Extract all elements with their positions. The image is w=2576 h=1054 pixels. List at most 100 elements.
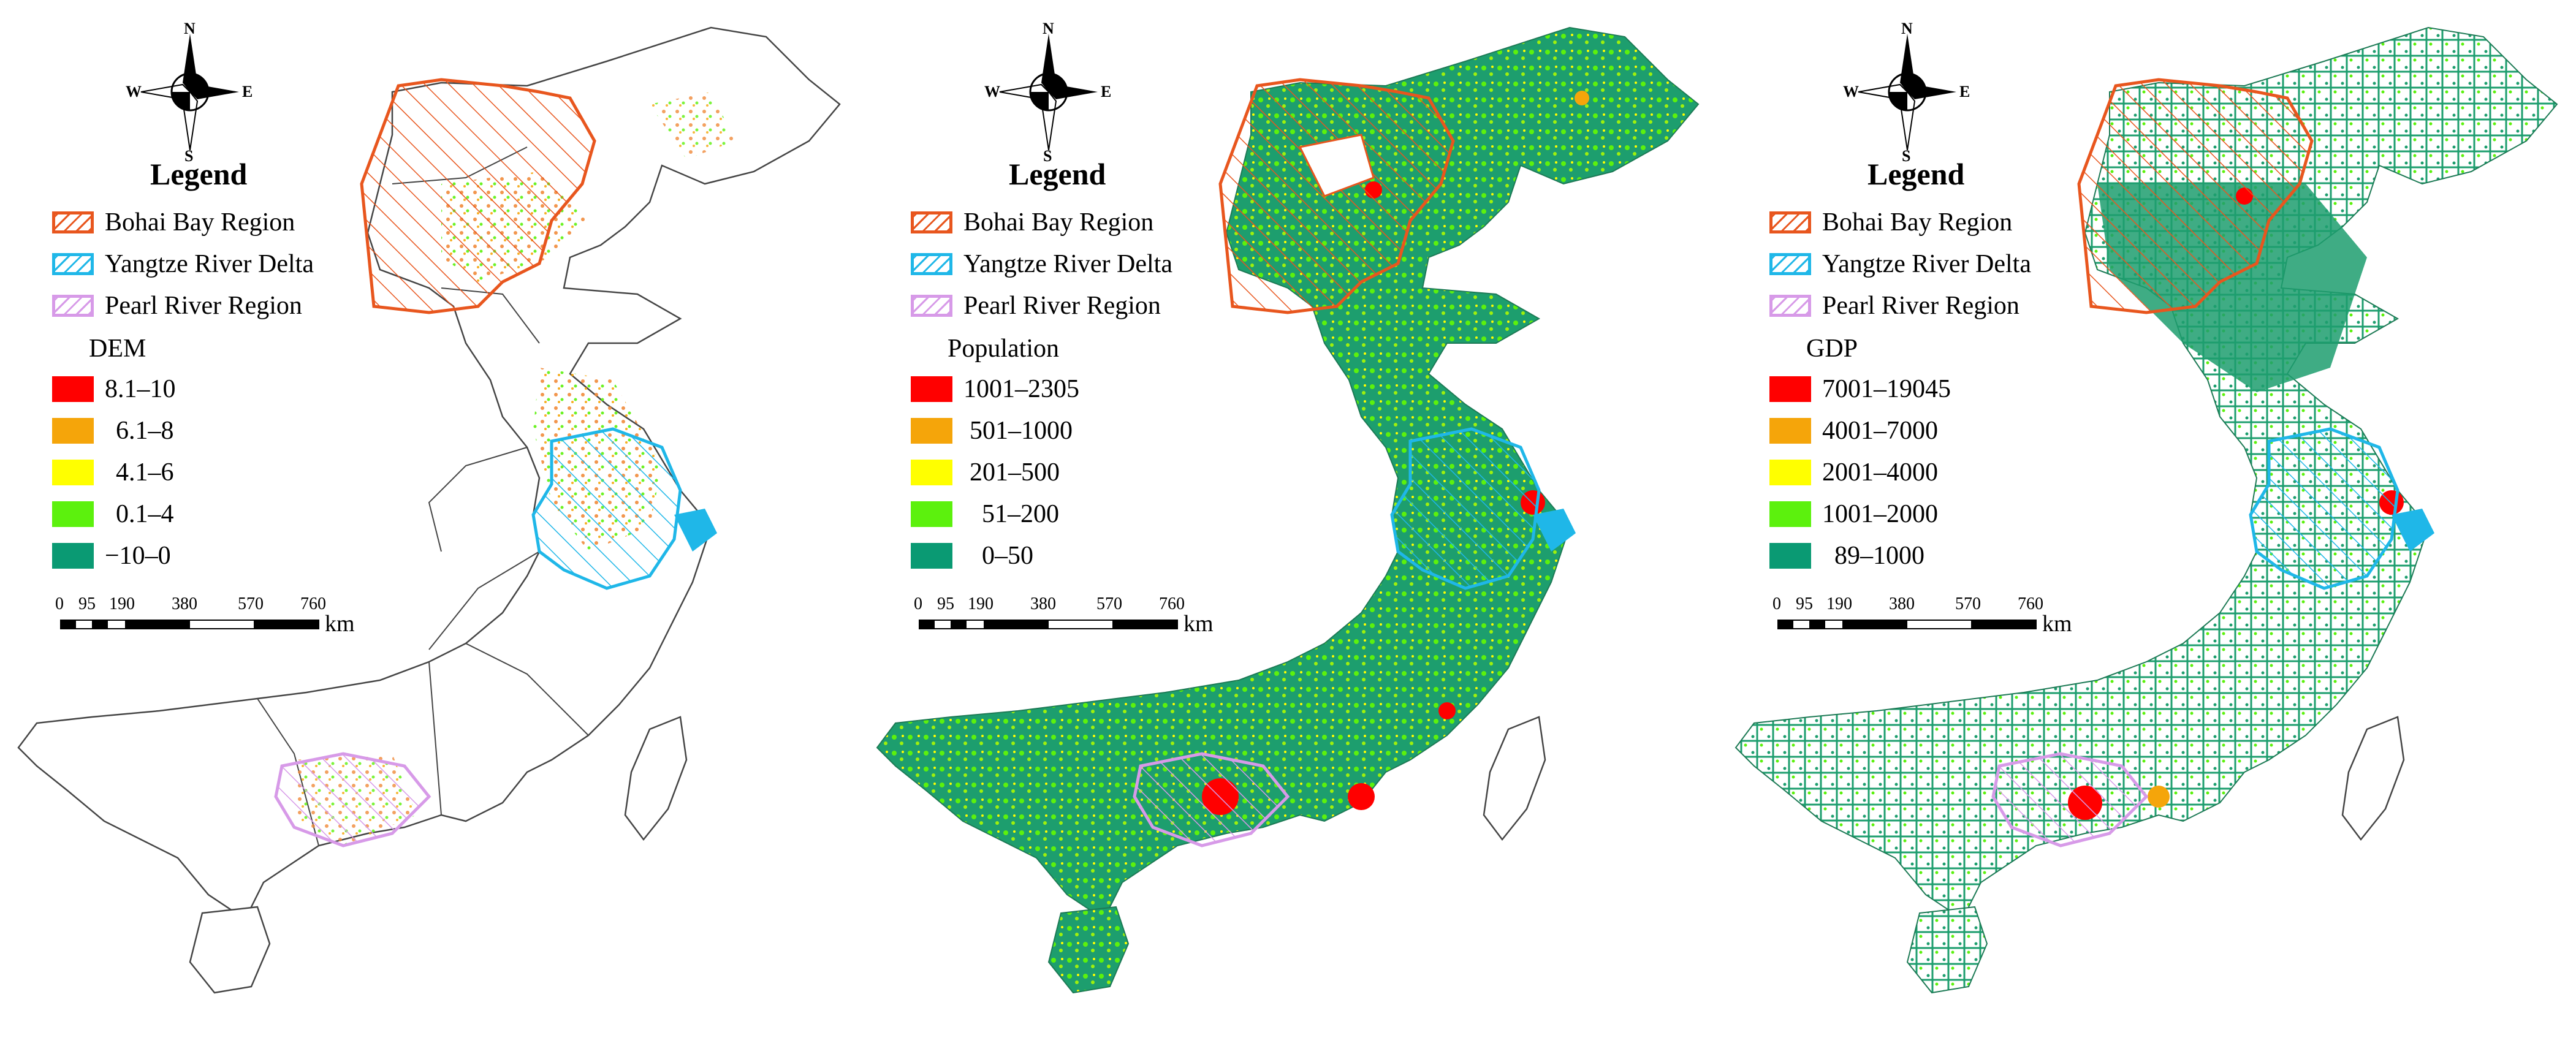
scale-tick: 760 <box>300 594 326 613</box>
scale-tick: 570 <box>1955 594 1981 613</box>
scale-tick: 95 <box>937 594 954 613</box>
taiwan-island <box>2341 716 2405 841</box>
compass-s: S <box>1902 147 1911 165</box>
yangtze-river-delta <box>2249 427 2399 590</box>
scale-bar-graphic <box>1777 620 2037 629</box>
legend-title: Legend <box>1867 157 1965 191</box>
class-label: 0–50 <box>982 542 1033 570</box>
variable-title: DEM <box>89 335 146 363</box>
variable-title: GDP <box>1806 335 1858 363</box>
scale-bar-graphic <box>60 620 319 629</box>
class-row: 0.1–4 <box>52 499 174 529</box>
class-label: 51–200 <box>982 500 1059 528</box>
class-row: 1001–2305 <box>911 374 1079 404</box>
class-label: −10–0 <box>105 542 171 570</box>
legend-bohai-label: Bohai Bay Region <box>963 208 1154 237</box>
compass-rose: N S W E <box>984 20 1111 165</box>
class-swatch <box>1769 418 1811 444</box>
scale-bar-graphic <box>919 620 1178 629</box>
yangtze-swatch <box>52 253 94 275</box>
class-swatch <box>1769 543 1811 569</box>
class-label: 201–500 <box>970 458 1060 487</box>
panel-dem: N S W E Legend Bohai Bay Region Yangtze … <box>0 0 859 1054</box>
scale-tick: 95 <box>78 594 96 613</box>
class-swatch <box>52 460 94 485</box>
hainan-island <box>1047 906 1130 994</box>
class-row: 89–1000 <box>1769 540 1924 571</box>
class-row: −10–0 <box>52 540 171 571</box>
class-swatch <box>911 543 952 569</box>
class-swatch <box>911 460 952 485</box>
pearl-river-region <box>1133 752 1290 847</box>
scale-tick: 190 <box>968 594 994 613</box>
class-row: 1001–2000 <box>1769 499 1938 529</box>
pearl-swatch <box>1769 295 1811 317</box>
gdp-map <box>1734 26 2558 994</box>
legend-yangtze-label: Yangtze River Delta <box>1822 250 2031 278</box>
class-row: 51–200 <box>911 499 1059 529</box>
compass-n: N <box>184 20 196 37</box>
scale-tick: 0 <box>1772 594 1781 613</box>
legend-title: Legend <box>1009 157 1106 191</box>
pearl-swatch <box>911 295 952 317</box>
compass-n: N <box>1043 20 1054 37</box>
class-label: 0.1–4 <box>116 500 174 528</box>
class-row: 7001–19045 <box>1769 374 1951 404</box>
compass-w: W <box>126 83 142 100</box>
class-label: 89–1000 <box>1834 542 1924 570</box>
class-swatch <box>1769 376 1811 402</box>
class-swatch <box>911 501 952 527</box>
hotspot-coast <box>1438 702 1456 719</box>
scale-bar: 0 95 190 380 570 760 km <box>1772 594 2116 637</box>
scale-tick: 570 <box>1096 594 1122 613</box>
compass-w: W <box>984 83 1000 100</box>
compass-w: W <box>1843 83 1859 100</box>
class-row: 8.1–10 <box>52 374 176 404</box>
scale-tick: 380 <box>1889 594 1915 613</box>
scale-tick: 380 <box>1030 594 1056 613</box>
legend-pearl: Pearl River Region <box>911 290 1161 321</box>
scale-tick: 190 <box>1826 594 1852 613</box>
compass-s: S <box>1043 147 1052 165</box>
class-label: 501–1000 <box>970 417 1073 445</box>
scale-tick: 760 <box>1159 594 1185 613</box>
compass-e: E <box>1101 83 1112 100</box>
yangtze-swatch <box>1769 253 1811 275</box>
class-label: 7001–19045 <box>1822 375 1951 403</box>
legend-pearl: Pearl River Region <box>52 290 302 321</box>
taiwan-island <box>624 716 688 841</box>
bohai-swatch <box>911 211 952 233</box>
compass-icon <box>999 34 1098 151</box>
class-row: 4001–7000 <box>1769 415 1938 446</box>
hotspot-shenzhen <box>1348 783 1375 810</box>
dem-raster-northeast <box>650 92 735 159</box>
class-row: 4.1–6 <box>52 457 174 488</box>
compass-icon <box>140 34 239 151</box>
hotspot-shenzhen <box>2148 786 2170 808</box>
class-swatch <box>911 376 952 402</box>
class-row: 0–50 <box>911 540 1033 571</box>
scale-tick: 570 <box>238 594 264 613</box>
scale-bar: 0 95 190 380 570 760 km <box>55 594 398 637</box>
class-row: 2001–4000 <box>1769 457 1938 488</box>
pearl-swatch <box>52 295 94 317</box>
scale-tick: 0 <box>914 594 922 613</box>
compass-rose: N S W E <box>126 20 253 165</box>
legend-pearl-label: Pearl River Region <box>1822 292 2019 320</box>
bohai-bay-region <box>2077 78 2314 314</box>
bohai-bay-region <box>360 78 596 314</box>
scale-tick: 190 <box>109 594 135 613</box>
class-row: 201–500 <box>911 457 1060 488</box>
dem-map <box>17 26 841 994</box>
class-label: 1001–2305 <box>963 375 1079 403</box>
class-label: 2001–4000 <box>1822 458 1938 487</box>
legend-bohai-label: Bohai Bay Region <box>105 208 295 237</box>
coastal-islands <box>674 509 717 552</box>
compass-rose: N S W E <box>1843 20 1970 165</box>
legend-yangtze-label: Yangtze River Delta <box>963 250 1172 278</box>
variable-title: Population <box>948 335 1060 363</box>
hainan-island <box>189 906 271 994</box>
legend-bohai: Bohai Bay Region <box>1769 207 2012 238</box>
class-swatch <box>52 418 94 444</box>
pearl-river-region <box>1991 752 2149 847</box>
